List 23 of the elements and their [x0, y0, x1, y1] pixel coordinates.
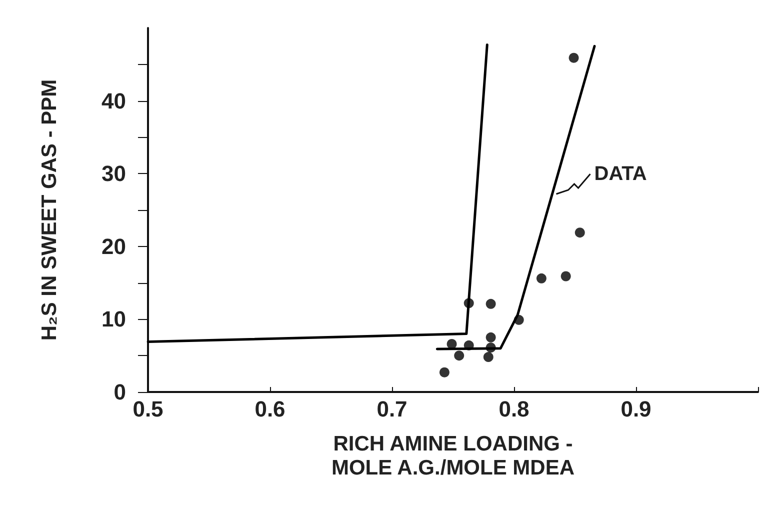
annotation: DATA: [594, 162, 647, 185]
point: [574, 228, 585, 238]
y-tick-label: 30: [102, 161, 126, 186]
point: [560, 271, 571, 282]
point: [486, 298, 496, 309]
point: [454, 350, 464, 361]
y-axis-title: H₂S IN SWEET GAS - PPM: [38, 79, 61, 341]
point: [483, 352, 494, 362]
x-tick-label: 0.6: [254, 396, 286, 422]
x-tick-label: 0.5: [132, 396, 164, 422]
point: [536, 273, 546, 284]
y-tick-label: 10: [102, 306, 126, 332]
x-axis-title: RICH AMINE LOADING - MOLE A.G./MOLE MDEA: [331, 432, 575, 480]
y-tick-label: 20: [102, 234, 126, 259]
point: [486, 332, 496, 342]
x-tick-label: 0.8: [498, 396, 530, 422]
x-tick-label: 0.9: [620, 396, 652, 422]
point: [439, 367, 450, 378]
point: [446, 338, 457, 349]
point: [568, 52, 579, 63]
x-tick-label: 0.7: [376, 396, 408, 422]
y-tick-label: 40: [102, 88, 126, 114]
y-tick-label: 0: [114, 380, 126, 404]
